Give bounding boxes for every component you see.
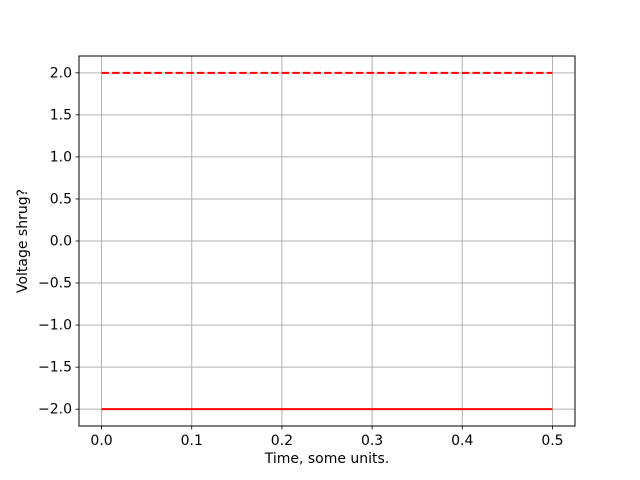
x-tick-label: 0.2: [271, 433, 293, 449]
x-tick-label: 0.0: [90, 433, 112, 449]
y-tick-label: 0.5: [50, 191, 72, 207]
y-tick-label: 1.0: [50, 149, 72, 165]
y-tick-label: 0.0: [50, 234, 72, 250]
y-tick-label: 2.0: [50, 65, 72, 81]
y-tick-label: 1.5: [50, 107, 72, 123]
x-tick-label: 0.5: [541, 433, 563, 449]
y-tick-label: −1.0: [38, 318, 72, 334]
x-tick-label: 0.3: [361, 433, 383, 449]
x-tick-label: 0.1: [181, 433, 203, 449]
y-axis-label: Voltage shrug?: [15, 188, 31, 294]
x-axis-label: Time, some units.: [264, 451, 390, 467]
y-tick-label: −1.5: [38, 360, 72, 376]
y-tick-label: −0.5: [38, 276, 72, 292]
x-tick-label: 0.4: [451, 433, 473, 449]
plot-frame: [78, 55, 576, 427]
y-tick-label: −2.0: [38, 402, 72, 418]
